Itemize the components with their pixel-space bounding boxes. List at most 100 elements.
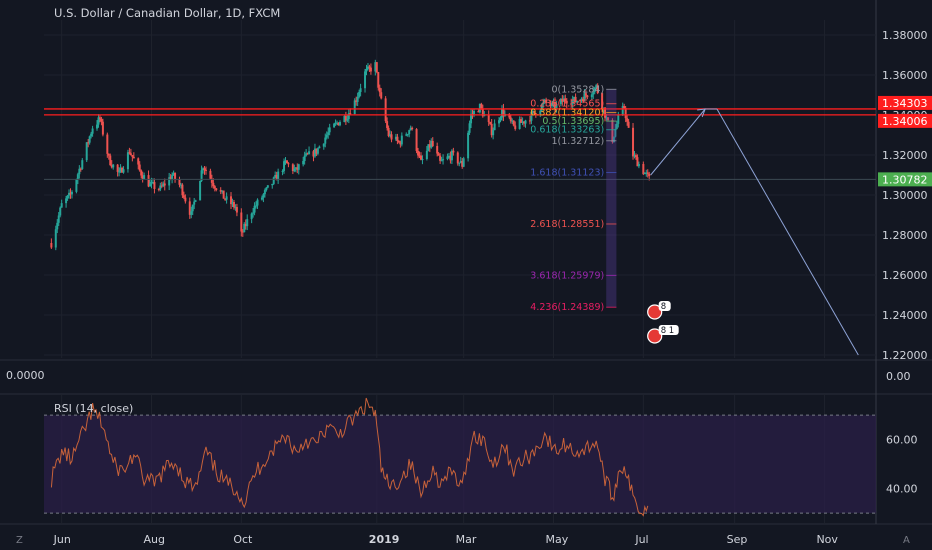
candle-body	[390, 134, 393, 140]
candle-body	[389, 134, 392, 137]
candle-body	[633, 155, 636, 157]
candle-body	[596, 85, 599, 94]
candle-body	[576, 100, 579, 103]
candle-body	[562, 98, 565, 102]
price-tick-label: 1.36000	[882, 69, 928, 82]
fib-label: 1(1.32712)	[551, 136, 604, 147]
fib-label: 0(1.35284)	[551, 84, 604, 95]
auto-scale-button[interactable]: A	[903, 535, 910, 546]
price-label-tag	[878, 95, 932, 110]
candle-body	[246, 219, 249, 227]
candle-body	[56, 222, 59, 230]
candle-body	[222, 190, 225, 199]
chart-title: U.S. Dollar / Canadian Dollar, 1D, FXCM	[54, 6, 281, 20]
candle-body	[305, 153, 308, 156]
candle-body	[377, 72, 380, 88]
event-count-label: 8 1	[661, 326, 675, 336]
candle-body	[252, 212, 255, 214]
candle-body	[508, 113, 511, 118]
fib-label: 1.618(1.31123)	[530, 168, 604, 179]
candle-body	[128, 152, 131, 154]
event-flag-icon	[647, 328, 663, 344]
price-label-text: 1.30782	[882, 173, 928, 186]
candle-body	[303, 155, 306, 161]
candle-body	[346, 119, 349, 121]
rsi-pane: 60.00 40.00	[44, 397, 918, 517]
candle-body	[621, 106, 624, 116]
rsi-title: RSI (14, close)	[54, 402, 134, 415]
candle-body	[439, 155, 442, 161]
candle-body	[285, 160, 288, 164]
candle-body	[481, 108, 484, 117]
candle-body	[612, 136, 615, 143]
timezone-button[interactable]: Z	[16, 535, 23, 546]
candle-body	[356, 96, 359, 102]
event-flag-icon	[647, 304, 663, 320]
candle-body	[583, 93, 586, 102]
candle-body	[174, 172, 177, 180]
candle-body	[452, 150, 455, 153]
event-count-badge	[658, 301, 671, 311]
candle-body	[365, 68, 368, 72]
candle-body	[69, 192, 72, 195]
candle-body	[163, 183, 166, 186]
candle-body	[493, 123, 496, 131]
candle-body	[411, 127, 414, 130]
candle-body	[296, 167, 299, 170]
candle-body	[623, 106, 626, 109]
candle-body	[313, 148, 316, 157]
candle-body	[338, 122, 341, 126]
candle-body	[472, 110, 475, 115]
candle-body	[50, 243, 53, 248]
time-tick-label: Oct	[233, 533, 253, 546]
candle-body	[110, 165, 113, 168]
candle-body	[477, 110, 480, 113]
candle-body	[250, 213, 253, 220]
candle-body	[322, 143, 325, 147]
candle-body	[359, 88, 362, 92]
candle-body	[151, 182, 154, 184]
candle-body	[333, 123, 336, 128]
candle-body	[561, 98, 564, 102]
candle-body	[294, 167, 297, 169]
candle-body	[425, 150, 428, 160]
candle-body	[378, 87, 381, 93]
candle-body	[118, 171, 121, 173]
candle-body	[275, 174, 278, 181]
indicator-axis-label: 0.00	[886, 370, 911, 383]
candle-body	[634, 155, 637, 158]
candle-body	[260, 197, 263, 200]
candle-body	[283, 161, 286, 171]
candle-body	[106, 134, 109, 154]
candle-body	[224, 198, 227, 200]
candle-body	[212, 182, 215, 187]
candle-body	[358, 91, 361, 97]
candle-body	[636, 157, 639, 167]
time-tick-label: May	[546, 533, 569, 546]
candle-body	[512, 120, 515, 126]
candle-body	[509, 117, 512, 122]
time-tick-label: Aug	[143, 533, 164, 546]
candle-body	[76, 174, 79, 180]
price-tick-label: 1.32000	[882, 149, 928, 162]
candle-body	[490, 123, 493, 136]
candle-body	[431, 140, 434, 147]
candle-body	[325, 134, 328, 138]
left-readout: 0.0000	[6, 369, 45, 382]
candle-body	[604, 107, 607, 118]
candle-body	[265, 187, 268, 191]
candle-body	[552, 102, 555, 104]
candle-body	[253, 205, 256, 213]
candle-body	[256, 199, 259, 206]
price-tick-label: 1.26000	[882, 269, 928, 282]
candle-body	[153, 182, 156, 189]
candle-body	[193, 201, 196, 205]
candle-body	[417, 150, 420, 156]
event-count-label: 8	[661, 302, 666, 312]
candle-body	[595, 85, 598, 88]
candle-body	[415, 129, 418, 151]
fibonacci-levels: 0(1.35284)0.236(1.34565)0.382(1.34120)0.…	[530, 84, 617, 313]
candle-body	[545, 99, 548, 104]
candle-body	[109, 155, 112, 166]
candle-body	[492, 130, 495, 136]
